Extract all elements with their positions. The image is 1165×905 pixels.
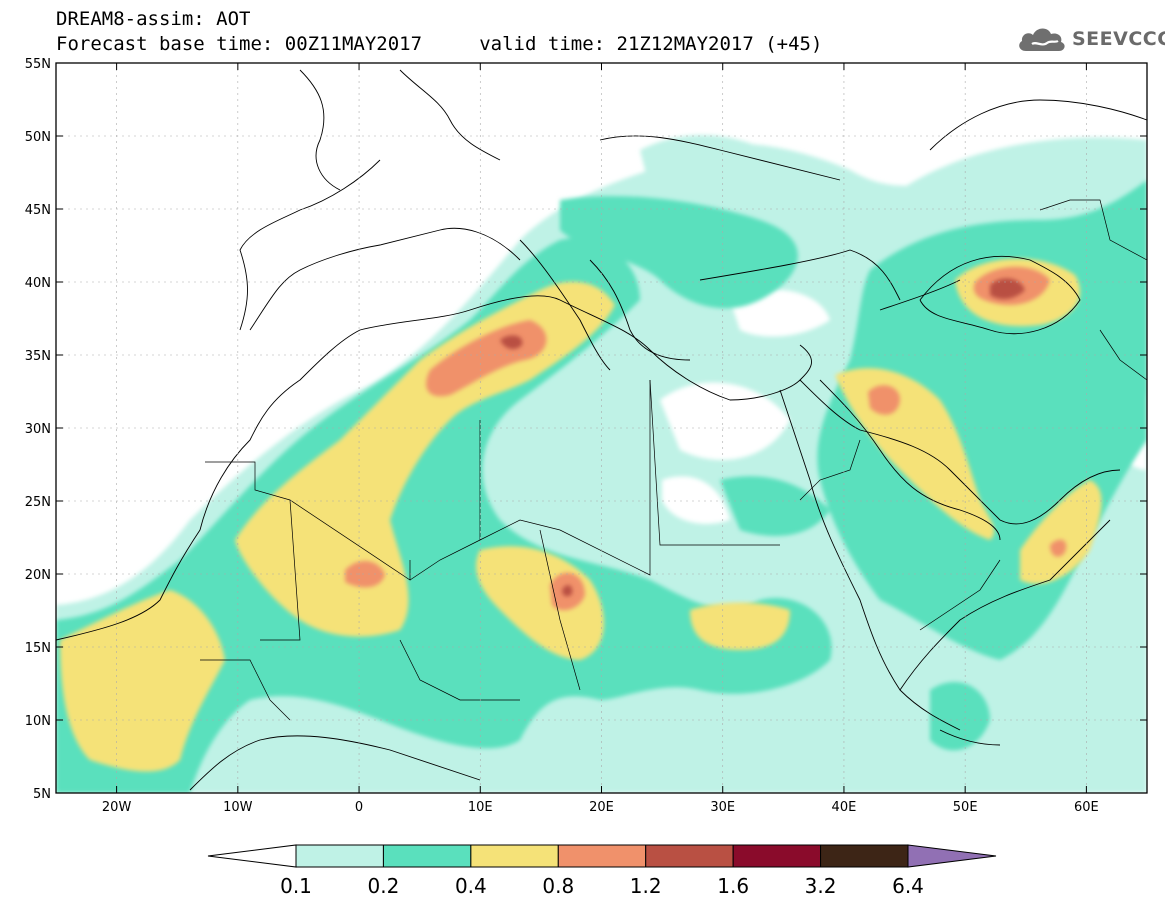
colorbar-label: 0.8 xyxy=(542,874,574,898)
colorbar-over-arrow xyxy=(907,844,997,868)
lat-tick-label: 5N xyxy=(33,787,51,802)
colorbar-box xyxy=(820,844,909,868)
axis-ticks: 55N 50N 45N 40N 35N 30N 25N 20N 15N 10N 5N 20W 10W 0 1… xyxy=(25,57,1147,815)
colorbar-label: 1.2 xyxy=(630,874,662,898)
lon-tick-label: 50E xyxy=(953,800,978,815)
colorbar-box xyxy=(732,844,822,868)
seevccc-logo: SEEVCCC xyxy=(1016,22,1165,56)
lat-tick-label: 40N xyxy=(25,276,51,291)
colorbar-label: 1.6 xyxy=(717,874,749,898)
colorbar-label: 6.4 xyxy=(892,874,924,898)
graticule xyxy=(56,63,1147,793)
logo-text: SEEVCCC xyxy=(1072,28,1165,50)
lat-tick-label: 20N xyxy=(25,568,51,583)
lon-tick-label: 20W xyxy=(102,800,132,815)
lon-tick-label: 30E xyxy=(710,800,735,815)
lon-tick-label: 60E xyxy=(1074,800,1099,815)
colorbar-box xyxy=(645,844,734,868)
colorbar-label: 0.4 xyxy=(455,874,487,898)
coastlines-borders xyxy=(56,69,1147,791)
lat-tick-label: 55N xyxy=(25,57,51,72)
lat-tick-label: 15N xyxy=(25,641,51,656)
country-borders xyxy=(200,199,1147,721)
lon-tick-label: 40E xyxy=(832,800,857,815)
lon-tick-label: 10E xyxy=(468,800,493,815)
cloud-icon xyxy=(1019,28,1065,51)
lon-tick-label: 0 xyxy=(355,800,363,815)
lon-tick-label: 20E xyxy=(589,800,614,815)
aot-level-1.2 xyxy=(500,278,1025,597)
colorbar-box xyxy=(557,844,647,868)
lat-tick-label: 10N xyxy=(25,714,51,729)
colorbar-box xyxy=(470,844,559,868)
lat-tick-label: 30N xyxy=(25,422,51,437)
colorbar-box xyxy=(382,844,472,868)
forecast-time-subtitle: Forecast base time: 00Z11MAY2017 valid t… xyxy=(56,33,823,55)
map-title: DREAM8-assim: AOT xyxy=(56,8,251,30)
colorbar: 0.1 0.2 0.4 0.8 1.2 1.6 3.2 6.4 xyxy=(207,844,997,898)
colorbar-label: 0.2 xyxy=(368,874,400,898)
aot-level-0.4 xyxy=(60,258,1102,772)
colorbar-under-arrow xyxy=(207,844,297,868)
colorbar-label: 0.1 xyxy=(280,874,312,898)
lat-tick-label: 35N xyxy=(25,349,51,364)
lat-tick-label: 25N xyxy=(25,495,51,510)
lon-tick-label: 10W xyxy=(223,800,253,815)
colorbar-label: 3.2 xyxy=(805,874,837,898)
lat-tick-label: 45N xyxy=(25,203,51,218)
lat-tick-label: 50N xyxy=(25,130,51,145)
colorbar-box xyxy=(295,844,384,868)
